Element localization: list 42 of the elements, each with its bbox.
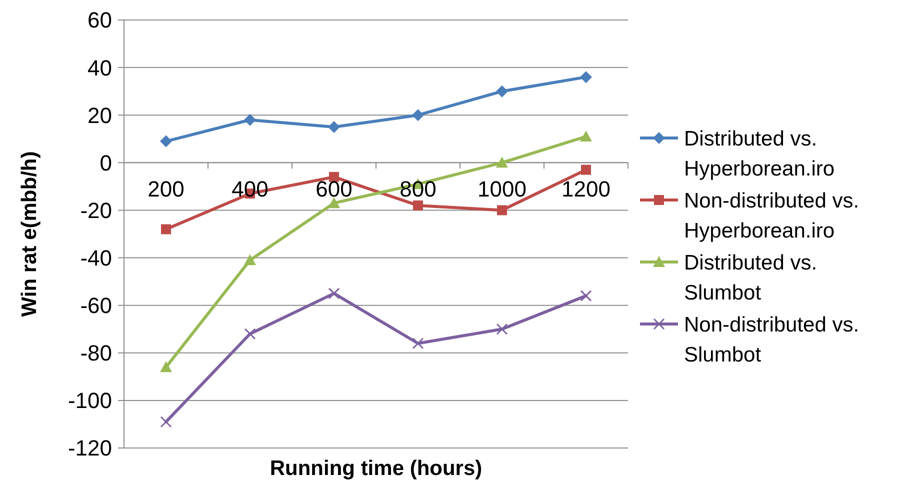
point	[329, 172, 339, 182]
y-tick-label: -120	[68, 436, 112, 461]
legend-label: Distributed vs. Hyperborean.iro	[684, 127, 835, 180]
legend-label: Distributed vs. Slumbot	[684, 251, 818, 304]
point	[580, 290, 592, 302]
point	[580, 71, 592, 84]
y-tick-label: -20	[80, 198, 112, 223]
y-tick-label: 20	[88, 102, 112, 128]
y-tick-label: -60	[80, 293, 112, 318]
y-tick-label: 40	[88, 55, 112, 80]
point	[244, 328, 256, 340]
point	[580, 130, 592, 142]
x-tick-label: 200	[148, 176, 184, 202]
point	[160, 135, 172, 148]
point	[412, 338, 424, 350]
x-tick-label: 600	[316, 176, 352, 202]
legend-label: Non-distributed vs. Slumbot	[684, 313, 860, 366]
point	[496, 156, 508, 168]
point	[160, 416, 172, 428]
point	[160, 361, 172, 372]
y-tick-label: 0	[100, 150, 112, 176]
y-axis-title: Win rat e(mbb/h)	[18, 151, 41, 317]
point	[328, 121, 340, 133]
point	[412, 109, 424, 122]
point	[496, 85, 508, 98]
point	[581, 164, 591, 175]
point	[244, 114, 256, 126]
point	[413, 200, 423, 210]
y-tick-label: 60	[88, 8, 112, 33]
legend-label: Non-distributed vs. Hyperborean.iro	[684, 189, 860, 242]
x-axis-title: Running time (hours)	[270, 457, 482, 480]
y-tick-label: -80	[80, 340, 112, 366]
point	[244, 254, 256, 266]
point	[328, 197, 340, 208]
y-tick-label: -40	[80, 245, 112, 270]
x-tick-label: 1200	[562, 176, 610, 202]
y-tick-label: -100	[68, 388, 112, 414]
point	[328, 288, 340, 300]
point	[497, 205, 507, 216]
x-tick-label: 1000	[478, 176, 526, 202]
point	[496, 323, 508, 335]
point	[161, 224, 171, 234]
